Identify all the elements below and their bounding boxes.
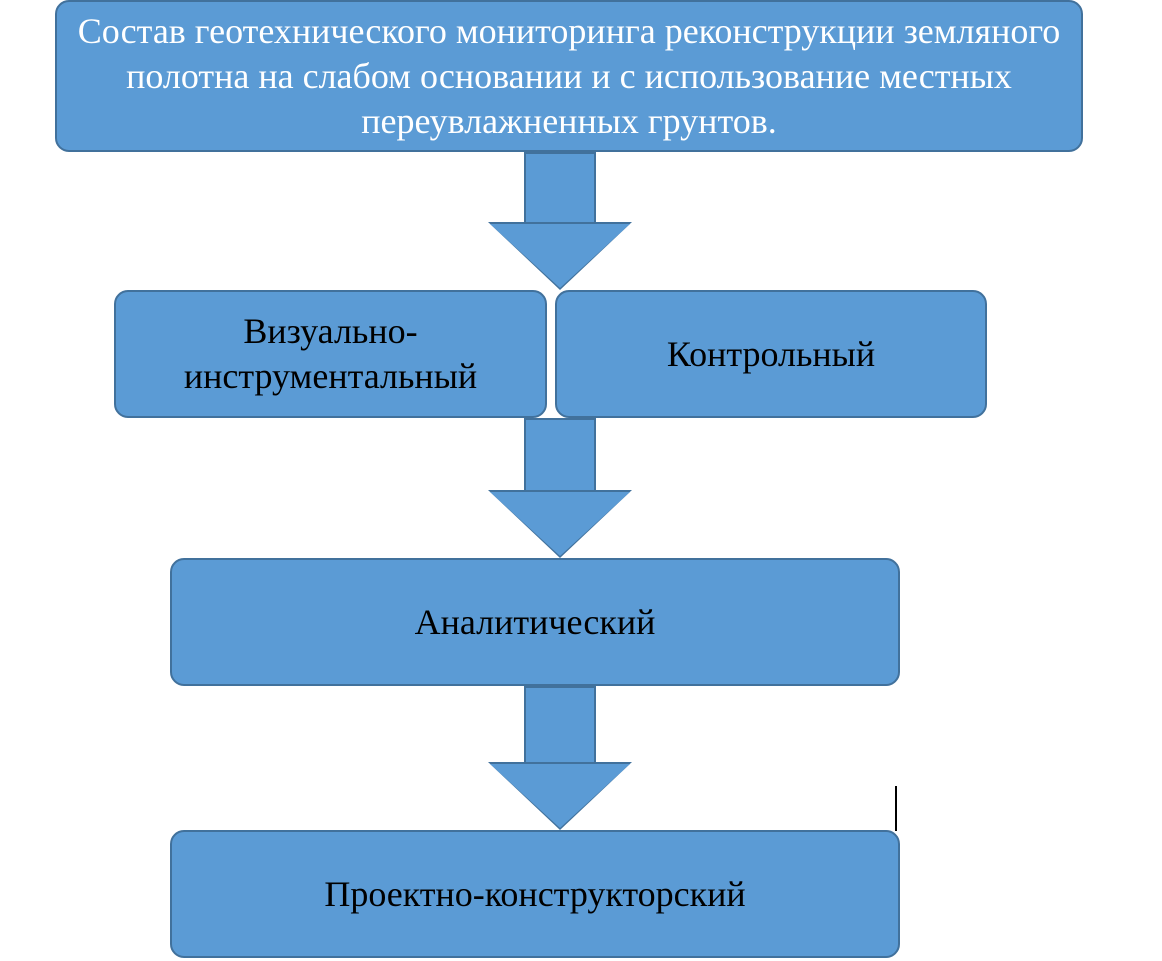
visual-instrumental-text: Визуально-инструментальный	[136, 309, 525, 399]
arrow-shaft	[524, 686, 596, 764]
control-text: Контрольный	[667, 332, 875, 377]
arrow-head-wrapper	[490, 224, 630, 288]
header-box: Состав геотехнического мониторинга рекон…	[55, 0, 1083, 152]
text-cursor-mark	[895, 786, 897, 831]
arrow-split-to-analytical	[490, 418, 630, 556]
arrow-head-wrapper	[490, 764, 630, 828]
analytical-text: Аналитический	[415, 600, 656, 645]
header-text: Состав геотехнического мониторинга рекон…	[77, 9, 1061, 144]
arrow-shaft	[524, 152, 596, 224]
design-box: Проектно-конструкторский	[170, 830, 900, 958]
visual-instrumental-box: Визуально-инструментальный	[114, 290, 547, 418]
arrow-analytical-to-design	[490, 686, 630, 828]
arrow-header-to-split	[490, 152, 630, 288]
arrow-shaft	[524, 418, 596, 492]
control-box: Контрольный	[555, 290, 987, 418]
analytical-box: Аналитический	[170, 558, 900, 686]
arrow-head-wrapper	[490, 492, 630, 556]
design-text: Проектно-конструкторский	[324, 872, 745, 917]
